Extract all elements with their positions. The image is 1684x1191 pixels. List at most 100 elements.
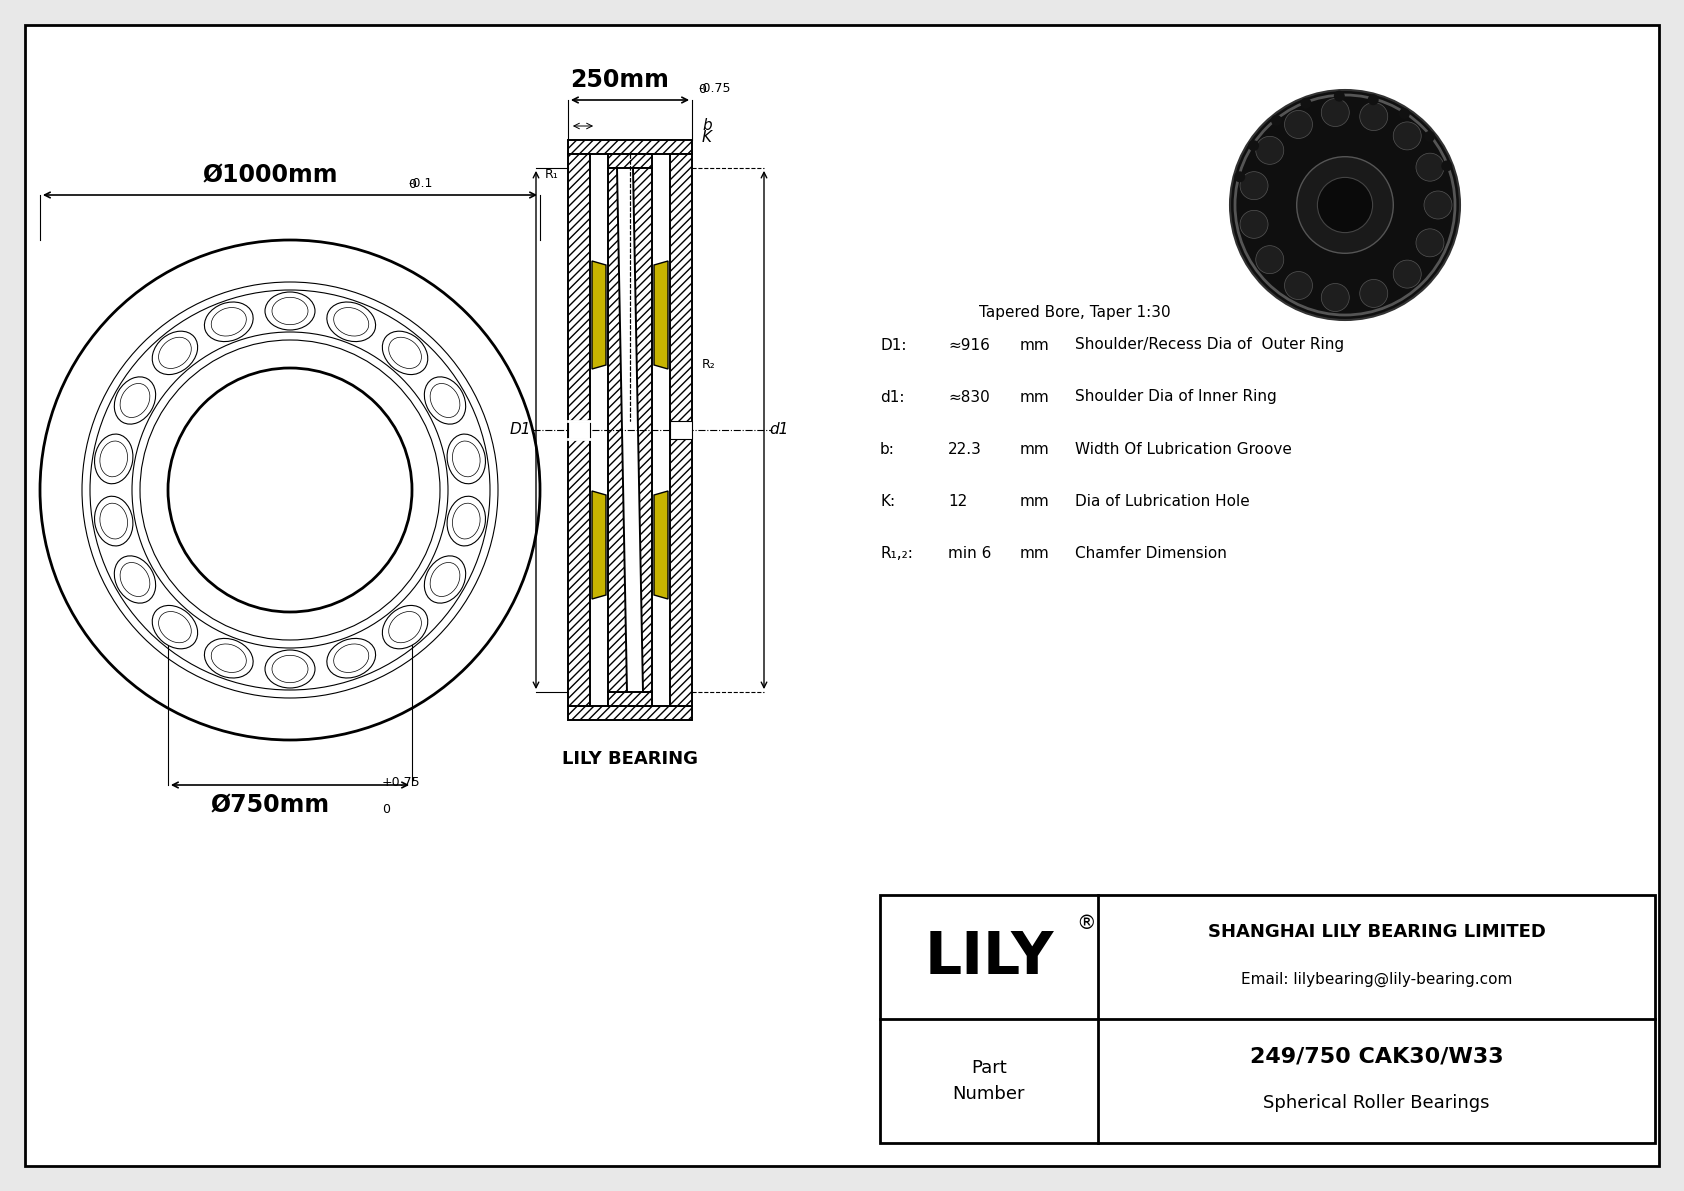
Text: LILY: LILY: [925, 929, 1054, 985]
Circle shape: [1239, 172, 1268, 200]
Text: D1:: D1:: [881, 337, 906, 353]
Circle shape: [1256, 245, 1283, 274]
Text: Chamfer Dimension: Chamfer Dimension: [1074, 545, 1228, 561]
Circle shape: [1271, 114, 1282, 126]
Text: SHANGHAI LILY BEARING LIMITED: SHANGHAI LILY BEARING LIMITED: [1207, 923, 1546, 941]
Polygon shape: [593, 491, 606, 599]
Ellipse shape: [327, 638, 376, 678]
Circle shape: [1393, 121, 1421, 150]
Circle shape: [1416, 229, 1443, 257]
Text: 0: 0: [697, 83, 706, 96]
Ellipse shape: [94, 497, 133, 545]
Polygon shape: [568, 706, 692, 721]
Text: Spherical Roller Bearings: Spherical Roller Bearings: [1263, 1095, 1490, 1112]
Text: Dia of Lubrication Hole: Dia of Lubrication Hole: [1074, 493, 1250, 509]
Ellipse shape: [204, 303, 253, 342]
Polygon shape: [653, 261, 669, 369]
Text: 250mm: 250mm: [571, 68, 670, 92]
Text: b:: b:: [881, 442, 894, 456]
Circle shape: [1359, 280, 1388, 307]
Bar: [670, 420, 692, 439]
Bar: [881, 894, 1655, 1143]
Circle shape: [1256, 136, 1283, 164]
Text: +0.75: +0.75: [382, 777, 421, 788]
Circle shape: [1322, 99, 1349, 126]
Circle shape: [1285, 272, 1312, 300]
Text: mm: mm: [1021, 337, 1049, 353]
Circle shape: [1425, 191, 1452, 219]
Ellipse shape: [264, 650, 315, 688]
Text: K:: K:: [881, 493, 896, 509]
Text: -0.75: -0.75: [697, 82, 731, 95]
Text: -0.1: -0.1: [408, 177, 433, 191]
Polygon shape: [593, 261, 606, 369]
Polygon shape: [608, 154, 652, 168]
Circle shape: [1334, 91, 1346, 101]
Circle shape: [1285, 111, 1312, 138]
Ellipse shape: [115, 376, 155, 424]
Text: K: K: [702, 131, 712, 145]
Text: b: b: [702, 118, 712, 133]
Text: ≈916: ≈916: [948, 337, 990, 353]
FancyBboxPatch shape: [25, 25, 1659, 1166]
Ellipse shape: [115, 556, 155, 603]
Circle shape: [1399, 108, 1410, 119]
Circle shape: [1297, 157, 1393, 254]
Ellipse shape: [382, 605, 428, 649]
Ellipse shape: [424, 376, 466, 424]
Circle shape: [1248, 141, 1260, 151]
Text: 249/750 CAK30/W33: 249/750 CAK30/W33: [1250, 1046, 1504, 1066]
Text: mm: mm: [1021, 545, 1049, 561]
Ellipse shape: [327, 303, 376, 342]
Polygon shape: [608, 692, 652, 706]
Text: Part
Number: Part Number: [953, 1059, 1026, 1103]
Polygon shape: [568, 154, 589, 706]
Polygon shape: [670, 154, 692, 706]
Text: 22.3: 22.3: [948, 442, 982, 456]
Text: Email: lilybearing@lily-bearing.com: Email: lilybearing@lily-bearing.com: [1241, 972, 1512, 987]
Text: d1: d1: [770, 423, 788, 437]
Text: mm: mm: [1021, 493, 1049, 509]
Ellipse shape: [446, 497, 485, 545]
Circle shape: [1367, 94, 1379, 105]
Circle shape: [1300, 98, 1312, 108]
Circle shape: [1425, 131, 1435, 142]
Ellipse shape: [446, 434, 485, 484]
Polygon shape: [568, 141, 692, 154]
Circle shape: [1322, 283, 1349, 312]
Circle shape: [1393, 260, 1421, 288]
Text: LILY BEARING: LILY BEARING: [562, 750, 697, 768]
Polygon shape: [633, 168, 652, 692]
Text: d1:: d1:: [881, 389, 904, 405]
Text: R₂: R₂: [702, 358, 716, 372]
Text: 0: 0: [408, 177, 416, 191]
Text: ®: ®: [1076, 913, 1096, 933]
Ellipse shape: [152, 331, 197, 374]
Text: min 6: min 6: [948, 545, 992, 561]
Ellipse shape: [424, 556, 466, 603]
Text: R₁,₂:: R₁,₂:: [881, 545, 913, 561]
Text: Ø750mm: Ø750mm: [210, 793, 330, 817]
Ellipse shape: [204, 638, 253, 678]
Text: ≈830: ≈830: [948, 389, 990, 405]
Polygon shape: [608, 168, 626, 692]
Ellipse shape: [152, 605, 197, 649]
Circle shape: [1239, 211, 1268, 238]
Text: Shoulder/Recess Dia of  Outer Ring: Shoulder/Recess Dia of Outer Ring: [1074, 337, 1344, 353]
Polygon shape: [653, 491, 669, 599]
Text: 12: 12: [948, 493, 967, 509]
Text: Tapered Bore, Taper 1:30: Tapered Bore, Taper 1:30: [978, 306, 1170, 320]
Ellipse shape: [264, 292, 315, 330]
Text: Ø1000mm: Ø1000mm: [202, 163, 338, 187]
Ellipse shape: [382, 331, 428, 374]
Circle shape: [1416, 154, 1443, 181]
Circle shape: [1359, 102, 1388, 131]
Circle shape: [1317, 177, 1372, 232]
Circle shape: [1442, 161, 1452, 172]
Ellipse shape: [94, 434, 133, 484]
Text: Width Of Lubrication Groove: Width Of Lubrication Groove: [1074, 442, 1292, 456]
Circle shape: [1234, 172, 1244, 182]
Text: 0: 0: [382, 803, 391, 816]
Text: D1: D1: [510, 423, 530, 437]
Bar: [568, 420, 589, 439]
